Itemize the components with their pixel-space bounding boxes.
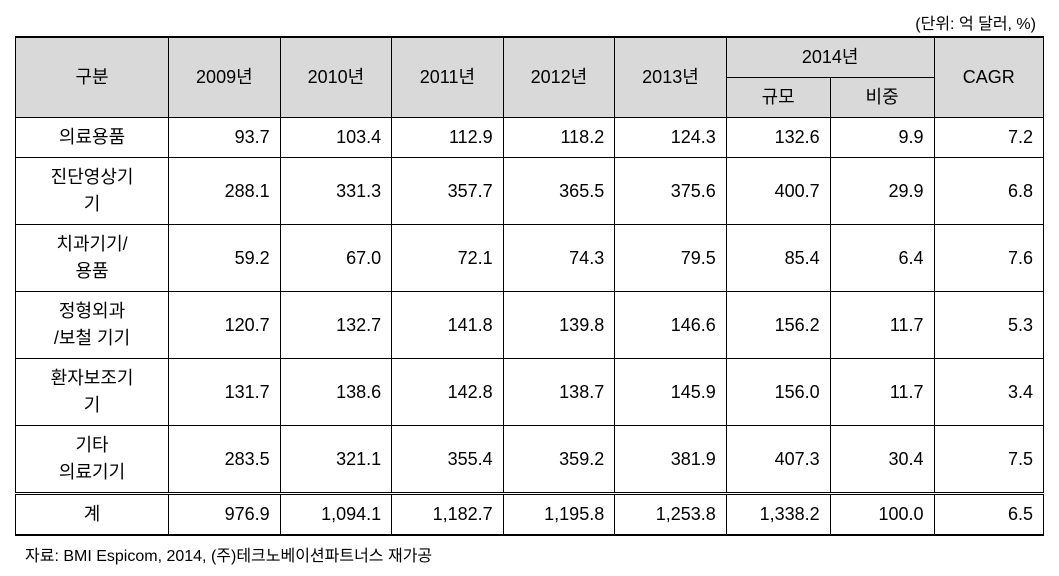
table-row: 기타의료기기283.5321.1355.4359.2381.9407.330.4… <box>16 426 1044 494</box>
cell-value: 74.3 <box>503 225 615 292</box>
cell-value: 355.4 <box>392 426 504 494</box>
cell-value: 11.7 <box>830 292 934 359</box>
cell-value: 1,094.1 <box>280 494 392 536</box>
col-2012: 2012년 <box>503 37 615 118</box>
cell-value: 93.7 <box>169 118 281 158</box>
col-2014-share: 비중 <box>830 78 934 118</box>
cell-value: 400.7 <box>726 158 830 225</box>
cell-value: 976.9 <box>169 494 281 536</box>
cell-value: 118.2 <box>503 118 615 158</box>
cell-value: 6.5 <box>934 494 1043 536</box>
cell-value: 142.8 <box>392 359 504 426</box>
cell-value: 141.8 <box>392 292 504 359</box>
cell-value: 6.8 <box>934 158 1043 225</box>
row-label: 의료용품 <box>16 118 169 158</box>
cell-value: 288.1 <box>169 158 281 225</box>
cell-value: 30.4 <box>830 426 934 494</box>
row-label: 치과기기/용품 <box>16 225 169 292</box>
row-label: 환자보조기기 <box>16 359 169 426</box>
cell-value: 124.3 <box>615 118 727 158</box>
cell-value: 331.3 <box>280 158 392 225</box>
col-cagr: CAGR <box>934 37 1043 118</box>
col-2013: 2013년 <box>615 37 727 118</box>
cell-value: 120.7 <box>169 292 281 359</box>
cell-value: 375.6 <box>615 158 727 225</box>
cell-value: 6.4 <box>830 225 934 292</box>
cell-value: 1,182.7 <box>392 494 504 536</box>
cell-value: 1,253.8 <box>615 494 727 536</box>
cell-value: 7.5 <box>934 426 1043 494</box>
cell-value: 11.7 <box>830 359 934 426</box>
cell-value: 103.4 <box>280 118 392 158</box>
data-table: 구분 2009년 2010년 2011년 2012년 2013년 2014년 C… <box>15 36 1044 536</box>
unit-label: (단위: 억 달러, %) <box>15 10 1044 34</box>
footnote: 자료: BMI Espicom, 2014, (주)테크노베이션파트너스 재가공 <box>15 542 1044 566</box>
cell-value: 138.6 <box>280 359 392 426</box>
cell-value: 85.4 <box>726 225 830 292</box>
cell-value: 156.2 <box>726 292 830 359</box>
cell-value: 67.0 <box>280 225 392 292</box>
cell-value: 112.9 <box>392 118 504 158</box>
cell-value: 357.7 <box>392 158 504 225</box>
cell-value: 3.4 <box>934 359 1043 426</box>
table-row: 진단영상기기288.1331.3357.7365.5375.6400.729.9… <box>16 158 1044 225</box>
cell-value: 381.9 <box>615 426 727 494</box>
cell-value: 359.2 <box>503 426 615 494</box>
cell-value: 365.5 <box>503 158 615 225</box>
cell-value: 59.2 <box>169 225 281 292</box>
cell-value: 131.7 <box>169 359 281 426</box>
row-label: 진단영상기기 <box>16 158 169 225</box>
table-row: 치과기기/용품59.267.072.174.379.585.46.47.6 <box>16 225 1044 292</box>
cell-value: 321.1 <box>280 426 392 494</box>
col-category: 구분 <box>16 37 169 118</box>
cell-value: 1,338.2 <box>726 494 830 536</box>
cell-value: 139.8 <box>503 292 615 359</box>
cell-value: 29.9 <box>830 158 934 225</box>
cell-value: 145.9 <box>615 359 727 426</box>
cell-value: 72.1 <box>392 225 504 292</box>
cell-value: 132.7 <box>280 292 392 359</box>
col-2014-scale: 규모 <box>726 78 830 118</box>
cell-value: 100.0 <box>830 494 934 536</box>
col-2009: 2009년 <box>169 37 281 118</box>
table-body: 의료용품93.7103.4112.9118.2124.3132.69.97.2진… <box>16 118 1044 536</box>
cell-value: 5.3 <box>934 292 1043 359</box>
cell-value: 407.3 <box>726 426 830 494</box>
table-row: 환자보조기기131.7138.6142.8138.7145.9156.011.7… <box>16 359 1044 426</box>
cell-value: 138.7 <box>503 359 615 426</box>
cell-value: 283.5 <box>169 426 281 494</box>
col-2010: 2010년 <box>280 37 392 118</box>
row-label: 계 <box>16 494 169 536</box>
cell-value: 7.6 <box>934 225 1043 292</box>
cell-value: 9.9 <box>830 118 934 158</box>
col-2011: 2011년 <box>392 37 504 118</box>
col-2014: 2014년 <box>726 37 934 78</box>
cell-value: 132.6 <box>726 118 830 158</box>
row-label: 기타의료기기 <box>16 426 169 494</box>
cell-value: 146.6 <box>615 292 727 359</box>
table-row: 정형외과/보철 기기120.7132.7141.8139.8146.6156.2… <box>16 292 1044 359</box>
table-row: 의료용품93.7103.4112.9118.2124.3132.69.97.2 <box>16 118 1044 158</box>
cell-value: 7.2 <box>934 118 1043 158</box>
table-row-total: 계976.91,094.11,182.71,195.81,253.81,338.… <box>16 494 1044 536</box>
cell-value: 79.5 <box>615 225 727 292</box>
cell-value: 156.0 <box>726 359 830 426</box>
row-label: 정형외과/보철 기기 <box>16 292 169 359</box>
cell-value: 1,195.8 <box>503 494 615 536</box>
